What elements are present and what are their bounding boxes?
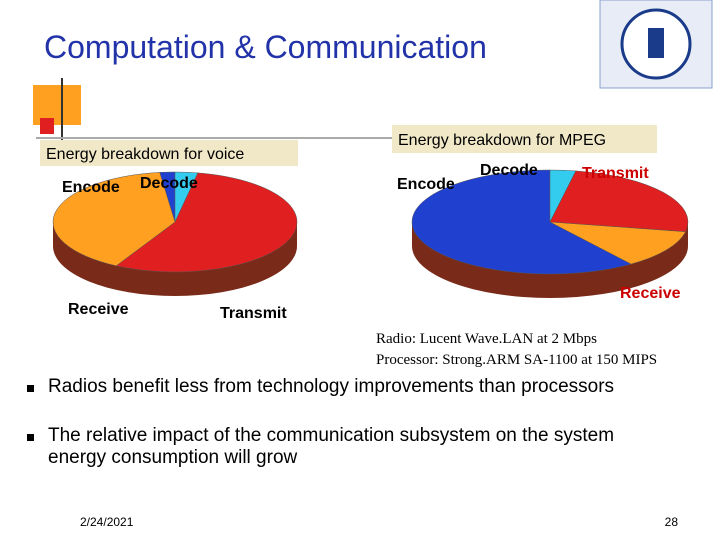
bullet-text: Radios benefit less from technology impr… [48,376,615,397]
slice-label: Receive [68,301,129,318]
slice-label: Transmit [582,165,649,182]
decoration [40,118,54,134]
pie-slice [549,221,686,265]
logo-tower [648,28,664,58]
date: 2/24/2021 [80,515,134,529]
chart-title-box [40,140,298,166]
chart-title: Energy breakdown for voice [46,146,244,163]
slice-label: Encode [62,179,120,196]
note: Radio: Lucent Wave.LAN at 2 Mbps [376,331,597,347]
chart-title-box [392,125,657,153]
slice-label: Decode [140,175,198,192]
slice-label: Receive [620,285,681,302]
pie-slice [549,170,689,233]
pie-slice [52,172,176,267]
pie-slice [115,172,298,273]
slice-label: Transmit [220,305,287,322]
page-number: 28 [665,515,679,529]
bullet-text: The relative impact of the communication… [48,425,615,468]
slice-label: Decode [480,162,538,179]
slice-label: Encode [397,176,455,193]
chart-title: Energy breakdown for MPEG [398,132,606,149]
bullet: The relative impact of the communication… [48,425,615,468]
bullet-marker [27,434,34,441]
bullet: Radios benefit less from technology impr… [48,376,615,397]
slide-title: Computation & Communication [44,29,487,65]
pie-slice [411,169,632,275]
note: Processor: Strong.ARM SA-1100 at 150 MIP… [376,352,657,368]
bullet-marker [27,385,34,392]
